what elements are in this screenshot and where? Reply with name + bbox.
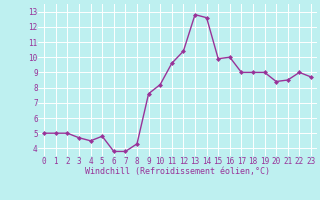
X-axis label: Windchill (Refroidissement éolien,°C): Windchill (Refroidissement éolien,°C) (85, 167, 270, 176)
